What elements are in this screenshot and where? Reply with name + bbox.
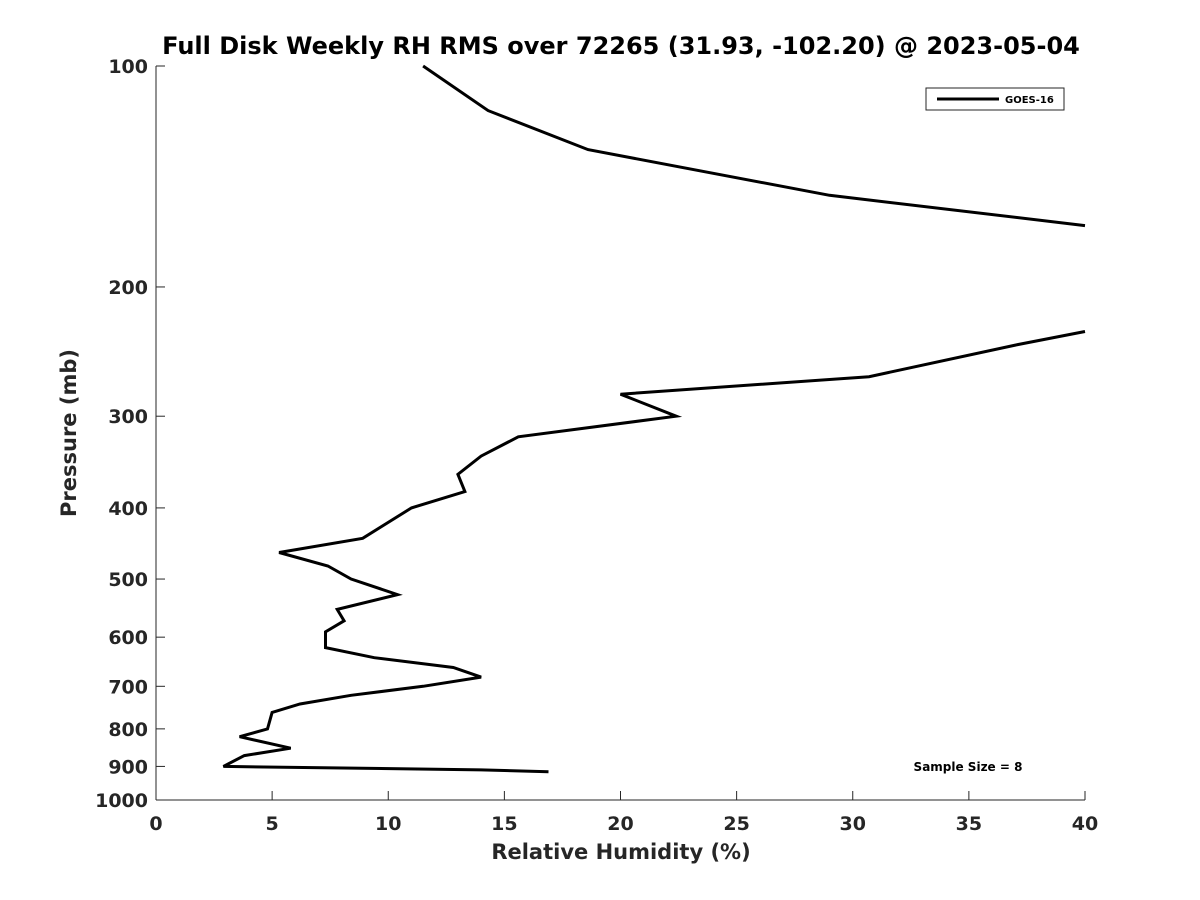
legend: GOES-16	[925, 87, 1065, 111]
x-tick-label-20: 20	[607, 813, 633, 835]
y-tick-label-100: 100	[108, 56, 148, 78]
series-line-goes-16-segment-2	[222, 330, 1086, 774]
x-tick-label-25: 25	[723, 813, 749, 835]
x-tick-label-40: 40	[1072, 813, 1098, 835]
y-tick-label-1000: 1000	[95, 790, 148, 812]
x-tick-label-5: 5	[266, 813, 279, 835]
y-tick-label-500: 500	[108, 569, 148, 591]
x-tick-label-30: 30	[840, 813, 866, 835]
y-axis-label: Pressure (mb)	[57, 349, 81, 517]
series-line-goes-16-segment-1	[422, 64, 1086, 228]
y-tick-label-700: 700	[108, 676, 148, 698]
y-tick-label-400: 400	[108, 498, 148, 520]
y-tick-label-600: 600	[108, 627, 148, 649]
y-tick-label-900: 900	[108, 756, 148, 778]
x-axis-ticks: 0 5 10 15 20 25 30 35 40	[149, 791, 1098, 835]
x-tick-label-10: 10	[375, 813, 401, 835]
chart-title: Full Disk Weekly RH RMS over 72265 (31.9…	[162, 32, 1080, 60]
x-tick-label-35: 35	[956, 813, 982, 835]
y-tick-label-200: 200	[108, 277, 148, 299]
y-tick-label-800: 800	[108, 719, 148, 741]
series-layer	[222, 64, 1086, 774]
y-tick-label-300: 300	[108, 406, 148, 428]
plot-area	[155, 66, 1085, 801]
legend-label-goes-16: GOES-16	[1005, 95, 1054, 106]
x-tick-label-0: 0	[149, 813, 162, 835]
sample-size-annotation: Sample Size = 8	[914, 760, 1023, 774]
x-axis-label: Relative Humidity (%)	[491, 840, 750, 864]
y-axis-ticks: 100 200 300 400 500 600 700 800 900 1000	[95, 56, 165, 812]
x-tick-label-15: 15	[491, 813, 517, 835]
